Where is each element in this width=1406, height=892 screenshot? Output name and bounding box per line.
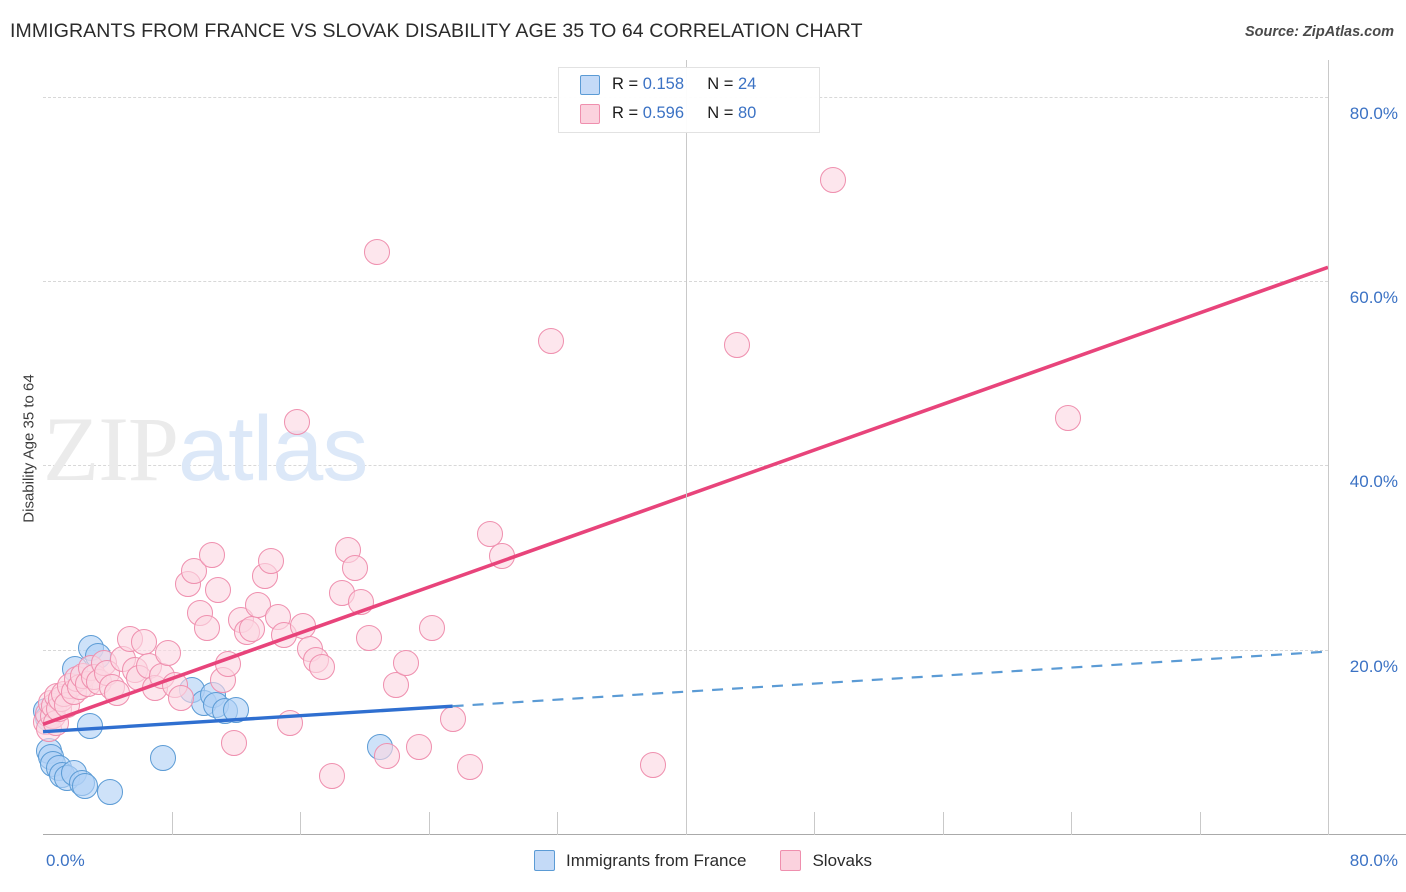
- stats-row-immigrants-from-france: R = 0.158 N = 24: [559, 68, 819, 101]
- scatter-point: [489, 542, 516, 569]
- trendline-blue-dashed: [452, 650, 1329, 708]
- scatter-point: [640, 751, 667, 778]
- x-tick-3: [428, 812, 430, 835]
- x-tick-2: [300, 812, 301, 835]
- stats-r-label-blue: R =: [612, 75, 639, 93]
- scatter-point: [820, 166, 847, 193]
- y-axis-label-1: 60.0%: [1349, 288, 1398, 308]
- x-axis-line: [43, 834, 1406, 835]
- stats-swatch-pink: [580, 103, 600, 124]
- stats-text-pink: R = 0.596 N = 80: [612, 104, 756, 123]
- x-tick-7: [942, 812, 944, 835]
- x-tick-4: [557, 812, 558, 835]
- scatter-point: [364, 238, 391, 265]
- scatter-point: [309, 654, 336, 681]
- stats-n-label-pink: N =: [707, 104, 734, 122]
- watermark-atlas: atlas: [178, 398, 368, 500]
- legend-swatch-blue: [534, 850, 556, 871]
- x-tick-8: [1071, 812, 1072, 835]
- x-tick-5: [685, 60, 687, 835]
- legend-label-immigrants-from-france: Immigrants from France: [566, 850, 747, 870]
- scatter-point: [238, 616, 265, 643]
- scatter-point: [348, 588, 375, 615]
- page-title: IMMIGRANTS FROM FRANCE VS SLOVAK DISABIL…: [10, 20, 863, 42]
- scatter-point: [131, 629, 158, 656]
- y-axis-title: Disability Age 35 to 64: [20, 374, 38, 523]
- zipatlas-watermark: ZIPatlas: [43, 396, 368, 502]
- scatter-point: [537, 328, 564, 355]
- scatter-point: [393, 649, 419, 676]
- stats-r-label-pink: R =: [612, 104, 639, 122]
- scatter-point: [723, 331, 750, 358]
- scatter-point: [457, 753, 484, 780]
- scatter-point: [1054, 405, 1081, 432]
- watermark-zip: ZIP: [43, 398, 179, 500]
- y-axis-label-3: 20.0%: [1349, 656, 1398, 676]
- legend-item-slovaks[interactable]: Slovaks: [780, 850, 872, 871]
- scatter-point: [373, 742, 400, 769]
- stats-r-value-blue: 0.158: [642, 75, 685, 93]
- scatter-point: [214, 651, 241, 678]
- legend-label-slovaks: Slovaks: [812, 850, 872, 870]
- scatter-point: [71, 773, 98, 800]
- stats-r-value-pink: 0.596: [642, 104, 685, 122]
- source-attribution: Source: ZipAtlas.com: [1244, 24, 1394, 40]
- scatter-point: [221, 729, 248, 756]
- scatter-point: [155, 640, 182, 667]
- scatter-point: [193, 614, 220, 641]
- scatter-point: [198, 541, 225, 568]
- scatter-point: [222, 696, 249, 723]
- x-tick-6: [814, 812, 815, 835]
- y-axis-label-0: 80.0%: [1349, 103, 1398, 123]
- x-axis-max-label: 80.0%: [1349, 851, 1398, 870]
- stats-row-slovaks: R = 0.596 N = 80: [559, 97, 819, 130]
- stats-n-label-blue: N =: [707, 75, 734, 93]
- scatter-point: [418, 614, 445, 641]
- stats-swatch-blue: [580, 74, 600, 95]
- stats-n-value-pink: 80: [737, 104, 757, 122]
- series-legend: Immigrants from France Slovaks: [0, 850, 1406, 871]
- legend-item-immigrants-from-france[interactable]: Immigrants from France: [534, 850, 746, 871]
- x-tick-9: [1199, 812, 1201, 835]
- y-axis-label-2: 40.0%: [1349, 472, 1398, 492]
- scatter-point: [277, 709, 304, 736]
- scatter-point: [97, 778, 124, 805]
- scatter-point: [168, 684, 195, 711]
- scatter-point: [103, 680, 130, 707]
- scatter-point: [150, 745, 177, 772]
- scatter-point: [341, 554, 368, 581]
- scatter-point: [439, 705, 466, 732]
- scatter-point: [356, 624, 383, 651]
- scatter-point: [405, 734, 432, 761]
- correlation-stats-legend: R = 0.158 N = 24 R = 0.596 N = 80: [558, 67, 820, 133]
- scatter-point: [290, 612, 317, 639]
- stats-n-value-blue: 24: [737, 75, 757, 93]
- scatter-point: [205, 576, 232, 603]
- stats-text-blue: R = 0.158 N = 24: [612, 75, 756, 94]
- scatter-point: [76, 713, 103, 740]
- legend-swatch-pink: [780, 850, 802, 871]
- scatter-point: [319, 762, 346, 789]
- scatter-point: [283, 409, 310, 436]
- x-tick-1: [171, 812, 173, 835]
- scatter-point: [383, 671, 410, 698]
- x-axis-min-label: 0.0%: [46, 851, 85, 870]
- x-tick-10: [1328, 60, 1329, 835]
- scatter-point: [258, 548, 285, 575]
